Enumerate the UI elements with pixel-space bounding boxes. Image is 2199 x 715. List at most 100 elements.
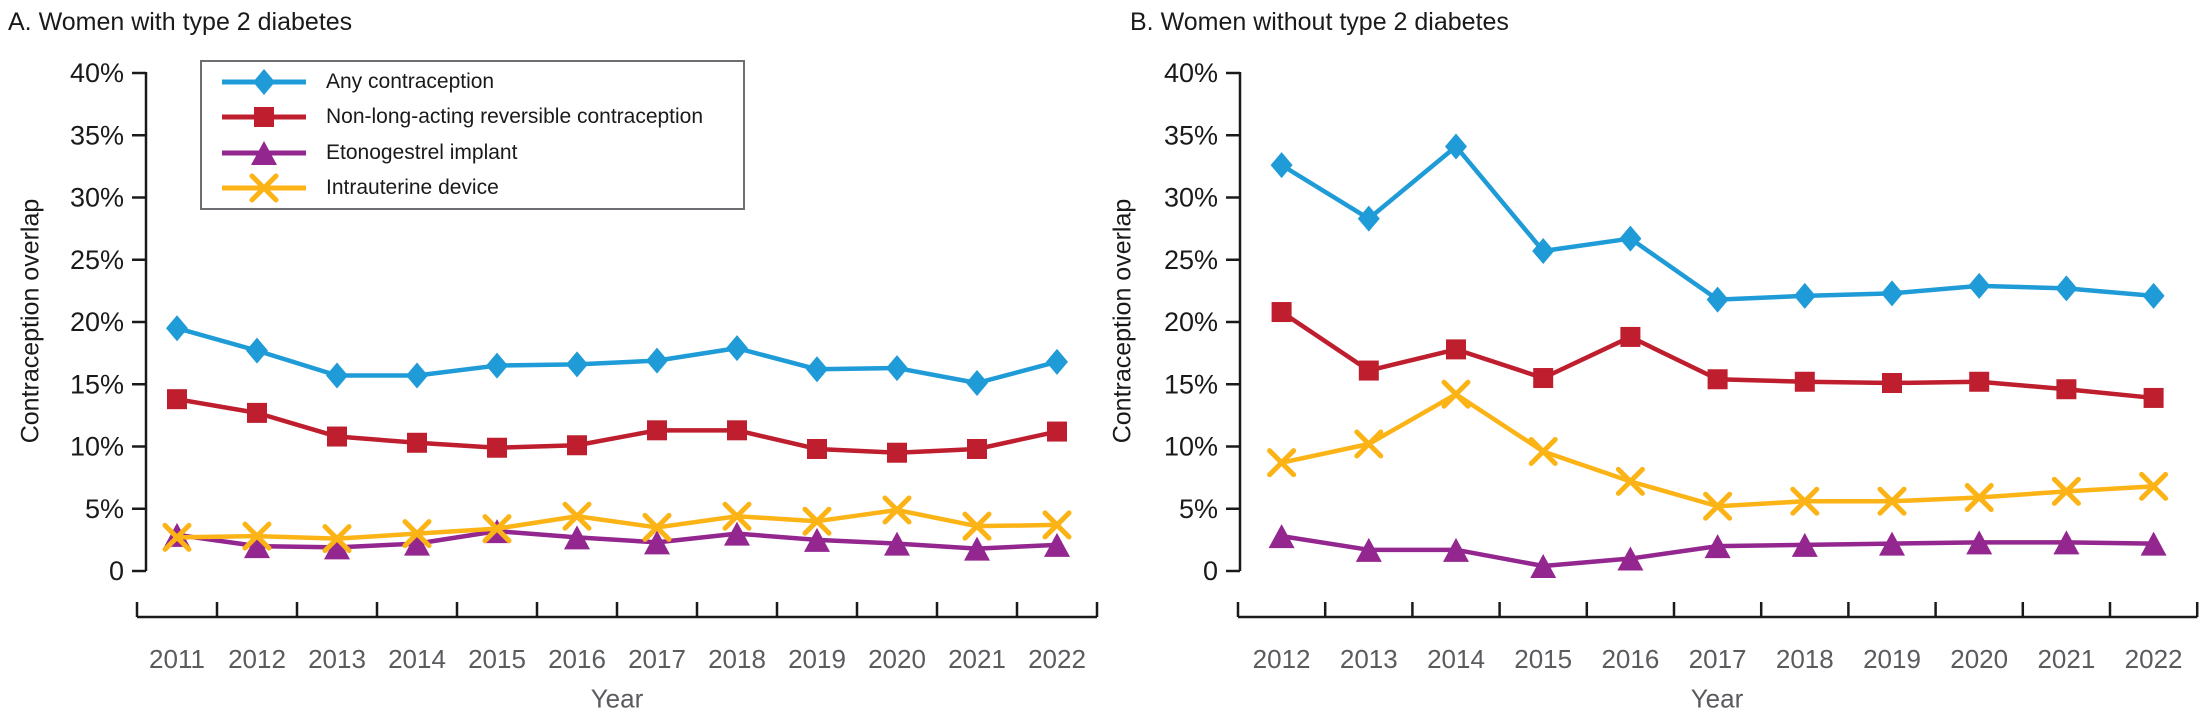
etonogestrel-implant-line-marker-icon bbox=[222, 140, 306, 165]
triangle-marker bbox=[1879, 531, 1905, 556]
series-etonogestrel-implant bbox=[1268, 524, 2167, 579]
panel-b-x-axis: 2012 2013 2014 2015 2016 2017 2018 2019 2020 2021… bbox=[1236, 602, 2199, 674]
triangle-marker bbox=[1044, 532, 1070, 557]
square-marker bbox=[1707, 369, 1728, 390]
diamond-marker bbox=[1793, 282, 1816, 309]
panel-b: 0 5% 10% 15% 20% 25% 30% 35% 40% 2012 2013 2014 2015… bbox=[1100, 0, 2199, 715]
y-tick-label: 0 bbox=[1203, 556, 1218, 586]
square-marker bbox=[1446, 339, 1466, 360]
y-tick-label: 0 bbox=[109, 556, 124, 586]
series-etonogestrel-implant bbox=[164, 519, 1070, 561]
x-tick-label: 2019 bbox=[1863, 644, 1921, 674]
x-tick-label: 2012 bbox=[228, 644, 286, 674]
diamond-marker bbox=[726, 335, 748, 362]
triangle-marker bbox=[1443, 537, 1469, 562]
legend-item-intrauterine-device: Intrauterine device bbox=[202, 172, 743, 204]
x-marker bbox=[2051, 476, 2081, 506]
x-marker bbox=[1354, 429, 1384, 459]
square-marker bbox=[1969, 371, 1990, 392]
legend-label: Non-long-acting reversible contraception bbox=[326, 105, 704, 129]
square-marker bbox=[254, 107, 274, 128]
triangle-marker bbox=[564, 525, 590, 550]
legend-item-any-contraception: Any contraception bbox=[202, 66, 743, 98]
panel-a-x-axis-label: Year bbox=[590, 683, 644, 714]
triangle-marker bbox=[1268, 524, 1295, 549]
square-marker bbox=[1882, 373, 1902, 394]
diamond-marker bbox=[2142, 282, 2165, 309]
diamond-marker bbox=[1881, 280, 1903, 307]
diamond-marker bbox=[246, 337, 268, 364]
square-marker bbox=[2143, 387, 2164, 408]
square-marker bbox=[1794, 371, 1815, 392]
square-marker bbox=[887, 442, 907, 463]
x-marker bbox=[1528, 436, 1558, 466]
panel-a-plot: 0 5% 10% 15% 20% 25% 30% 35% 40% 2011 2012 2013 2014… bbox=[70, 58, 1099, 674]
triangle-marker bbox=[404, 531, 430, 556]
x-tick-label: 2018 bbox=[708, 644, 766, 674]
series-line bbox=[176, 507, 1058, 541]
y-tick-label: 35% bbox=[1164, 120, 1218, 150]
y-tick-label: 30% bbox=[1164, 183, 1218, 213]
square-marker bbox=[247, 402, 267, 423]
legend-item-non-larc: Non-long-acting reversible contraception bbox=[202, 101, 743, 133]
legend: Any contraception Non-long-acting revers… bbox=[200, 60, 745, 210]
y-tick-label: 5% bbox=[85, 494, 124, 524]
triangle-marker bbox=[1617, 546, 1644, 571]
series-any-contraception bbox=[166, 315, 1068, 397]
panel-a: 0 5% 10% 15% 20% 25% 30% 35% 40% 2011 2012 2013 2014… bbox=[8, 8, 1099, 714]
legend-label: Intrauterine device bbox=[326, 176, 499, 200]
diamond-marker bbox=[406, 362, 428, 389]
x-marker bbox=[802, 506, 832, 536]
square-marker bbox=[567, 435, 587, 456]
triangle-marker bbox=[1704, 534, 1731, 559]
y-tick-label: 20% bbox=[1164, 307, 1218, 337]
series-line bbox=[176, 326, 1058, 386]
x-tick-label: 2020 bbox=[868, 644, 926, 674]
non-larc-line-marker-icon bbox=[222, 107, 306, 128]
x-tick-label: 2016 bbox=[1601, 644, 1659, 674]
diamond-marker bbox=[1706, 286, 1729, 313]
square-marker bbox=[1533, 368, 1554, 389]
x-marker bbox=[562, 501, 592, 531]
x-marker bbox=[1042, 510, 1072, 540]
square-marker bbox=[327, 426, 347, 447]
y-tick-label: 30% bbox=[70, 183, 124, 213]
x-marker bbox=[482, 514, 512, 544]
x-marker bbox=[1267, 448, 1297, 478]
x-tick-label: 2019 bbox=[788, 644, 846, 674]
diamond-marker bbox=[2055, 275, 2078, 302]
triangle-marker bbox=[2140, 531, 2167, 556]
triangle-marker bbox=[804, 527, 830, 552]
series-intrauterine-device bbox=[162, 495, 1072, 554]
x-marker bbox=[882, 495, 912, 525]
square-marker bbox=[807, 438, 827, 459]
square-marker bbox=[167, 389, 187, 410]
panel-a-title: A. Women with type 2 diabetes bbox=[8, 8, 353, 36]
y-tick-label: 25% bbox=[70, 245, 124, 275]
square-marker bbox=[1620, 326, 1641, 347]
x-marker bbox=[1615, 466, 1645, 496]
y-tick-label: 15% bbox=[1164, 369, 1218, 399]
panel-a-y-axis: 0 5% 10% 15% 20% 25% 30% 35% 40% bbox=[70, 58, 148, 586]
triangle-marker bbox=[1791, 532, 1818, 557]
diamond-marker bbox=[253, 68, 275, 95]
square-marker bbox=[647, 420, 667, 441]
x-marker bbox=[1964, 483, 1994, 513]
x-tick-label: 2014 bbox=[388, 644, 446, 674]
panel-a-y-axis-label: Contraception overlap bbox=[16, 198, 45, 444]
x-marker bbox=[2139, 471, 2169, 501]
x-tick-label: 2022 bbox=[1028, 644, 1086, 674]
x-marker bbox=[162, 522, 192, 552]
x-tick-label: 2018 bbox=[1776, 644, 1834, 674]
triangle-marker bbox=[644, 530, 670, 555]
panel-b-x-axis-label: Year bbox=[1690, 683, 1744, 714]
x-tick-label: 2022 bbox=[2125, 644, 2183, 674]
panel-b-y-axis: 0 5% 10% 15% 20% 25% 30% 35% 40% bbox=[1164, 58, 1242, 586]
panel-b-plot: 0 5% 10% 15% 20% 25% 30% 35% 40% 2012 2013 2014 2015… bbox=[1164, 58, 2199, 674]
diamond-marker bbox=[166, 315, 188, 342]
diamond-marker bbox=[326, 362, 348, 389]
y-tick-label: 35% bbox=[70, 120, 124, 150]
triangle-marker bbox=[2053, 530, 2080, 555]
intrauterine-device-line-marker-icon bbox=[222, 173, 306, 203]
x-tick-label: 2014 bbox=[1427, 644, 1485, 674]
